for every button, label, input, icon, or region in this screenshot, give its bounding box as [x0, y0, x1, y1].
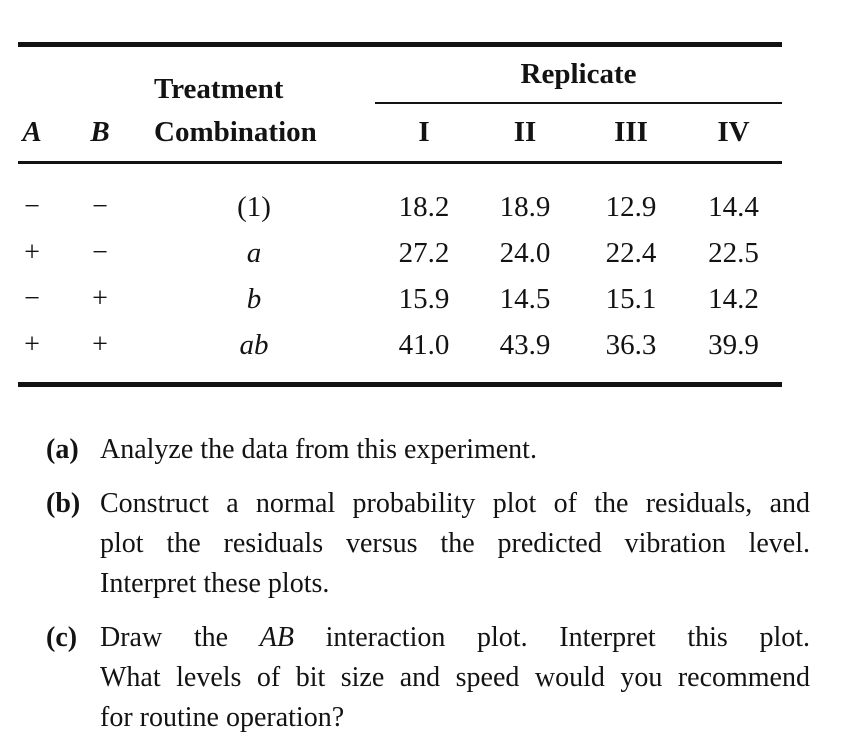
header-spacer: [46, 47, 154, 104]
cell-factor-a: −: [24, 191, 40, 222]
cell-treatment: b: [246, 282, 262, 315]
header-spacer: [354, 104, 375, 164]
question-item: (b) Construct a normal probability plot o…: [46, 484, 812, 604]
cell-replicate-3: 12.9: [605, 190, 657, 223]
cell-treatment: ab: [239, 328, 269, 361]
italic-term: AB: [259, 622, 294, 653]
question-line: for routine operation?: [100, 698, 810, 738]
cell-replicate-2: 14.5: [499, 282, 551, 315]
question-label: (a): [46, 434, 79, 465]
cell-replicate-2: 24.0: [499, 236, 551, 269]
treatment-header-line1: Treatment: [154, 73, 284, 105]
cell-treatment: a: [246, 236, 262, 269]
cell-spacer: [354, 322, 375, 382]
cell-replicate-4: 22.5: [708, 236, 759, 269]
question-label: (c): [46, 622, 78, 653]
table-row: + − a 27.2 24.0 22.4 22.5: [18, 230, 782, 276]
question-line: Draw the AB interaction plot. Interpret …: [100, 618, 810, 658]
replicate-col-header-4: IV: [685, 104, 783, 164]
cell-replicate-4: 14.2: [708, 282, 759, 315]
cell-spacer: [354, 164, 375, 230]
cell-factor-b: +: [92, 329, 108, 360]
replicate-group-header: Replicate: [375, 47, 783, 104]
text-segment: interaction plot. Interpret this plot.: [293, 622, 811, 653]
cell-treatment: (1): [237, 190, 271, 223]
question-text: Analyze the data from this experiment.: [100, 430, 810, 470]
table-row: + + ab 41.0 43.9 36.3 39.9: [18, 322, 782, 382]
replicate-col-header-2: II: [473, 104, 577, 164]
cell-replicate-1: 15.9: [398, 282, 450, 315]
text-segment: Draw the: [100, 622, 260, 653]
question-text: Draw the AB interaction plot. Interpret …: [100, 618, 810, 738]
question-line: plot the residuals versus the predicted …: [100, 524, 810, 564]
cell-replicate-4: 39.9: [708, 328, 759, 361]
question-line: Construct a normal probability plot of t…: [100, 484, 810, 524]
text-segment: for routine operation?: [100, 702, 345, 733]
factor-a-header: A: [18, 104, 46, 164]
cell-factor-a: +: [24, 329, 40, 360]
cell-factor-b: −: [92, 191, 108, 222]
cell-spacer: [354, 276, 375, 322]
question-item: (a) Analyze the data from this experiment…: [46, 430, 812, 470]
cell-replicate-2: 43.9: [499, 328, 551, 361]
text-segment: Interpret these plots.: [100, 568, 330, 599]
question-line: Interpret these plots.: [100, 564, 810, 604]
cell-replicate-1: 18.2: [398, 190, 450, 223]
cell-replicate-3: 36.3: [605, 328, 657, 361]
replicate-col-header-1: I: [375, 104, 473, 164]
cell-factor-b: −: [92, 237, 108, 268]
header-spacer: [18, 47, 46, 104]
table-row: − + b 15.9 14.5 15.1 14.2: [18, 276, 782, 322]
question-item: (c) Draw the AB interaction plot. Interpr…: [46, 618, 812, 738]
question-line: Analyze the data from this experiment.: [100, 430, 810, 470]
cell-factor-a: +: [24, 237, 40, 268]
question-text: Construct a normal probability plot of t…: [100, 484, 810, 604]
text-segment: What levels of bit size and speed would …: [100, 662, 810, 693]
cell-replicate-1: 27.2: [398, 236, 450, 269]
treatment-header-line2: Combination: [154, 104, 354, 164]
question-label: (b): [46, 488, 81, 519]
question-line: What levels of bit size and speed would …: [100, 658, 810, 698]
replicate-col-header-3: III: [577, 104, 685, 164]
cell-replicate-1: 41.0: [398, 328, 450, 361]
cell-factor-b: +: [92, 283, 108, 314]
header-spacer: [354, 47, 375, 104]
table-header-row-2: A B Combination I II III IV: [18, 104, 783, 164]
cell-replicate-3: 22.4: [605, 236, 657, 269]
cell-replicate-4: 14.4: [708, 190, 759, 223]
text-segment: Construct a normal probability plot of t…: [100, 488, 810, 519]
cell-replicate-2: 18.9: [499, 190, 551, 223]
text-segment: Analyze the data from this experiment.: [100, 434, 537, 465]
text-segment: plot the residuals versus the predicted …: [100, 528, 810, 559]
table-body: − − (1) 18.2 18.9 12.9 14.4 + − a 27.2 24.0 22.4 22.5…: [18, 164, 782, 382]
cell-spacer: [354, 230, 375, 276]
cell-replicate-3: 15.1: [605, 282, 657, 315]
factorial-design-table: Treatment Replicate A B Combination I II…: [18, 42, 783, 387]
table-header-row-1: Treatment Replicate: [18, 47, 783, 105]
factor-b-header: B: [46, 104, 154, 164]
questions-list: (a) Analyze the data from this experiment…: [46, 430, 812, 738]
cell-factor-a: −: [24, 283, 40, 314]
table-row: − − (1) 18.2 18.9 12.9 14.4: [18, 164, 782, 230]
